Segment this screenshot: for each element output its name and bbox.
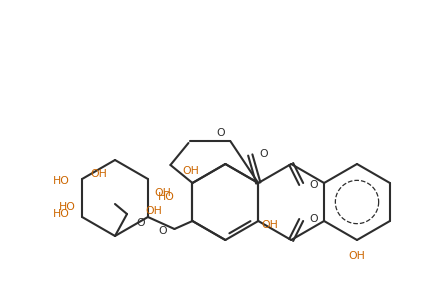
- Text: HO: HO: [157, 192, 175, 202]
- Text: O: O: [309, 180, 318, 190]
- Text: HO: HO: [53, 209, 70, 219]
- Text: OH: OH: [154, 188, 171, 198]
- Text: OH: OH: [90, 169, 107, 179]
- Text: O: O: [216, 128, 224, 138]
- Text: O: O: [309, 214, 318, 224]
- Text: O: O: [159, 226, 168, 236]
- Text: OH: OH: [145, 206, 162, 216]
- Text: OH: OH: [182, 166, 199, 176]
- Text: OH: OH: [348, 251, 366, 261]
- Text: OH: OH: [262, 219, 278, 229]
- Text: O: O: [259, 149, 268, 159]
- Text: O: O: [136, 219, 145, 229]
- Text: HO: HO: [59, 202, 76, 212]
- Text: HO: HO: [53, 176, 70, 186]
